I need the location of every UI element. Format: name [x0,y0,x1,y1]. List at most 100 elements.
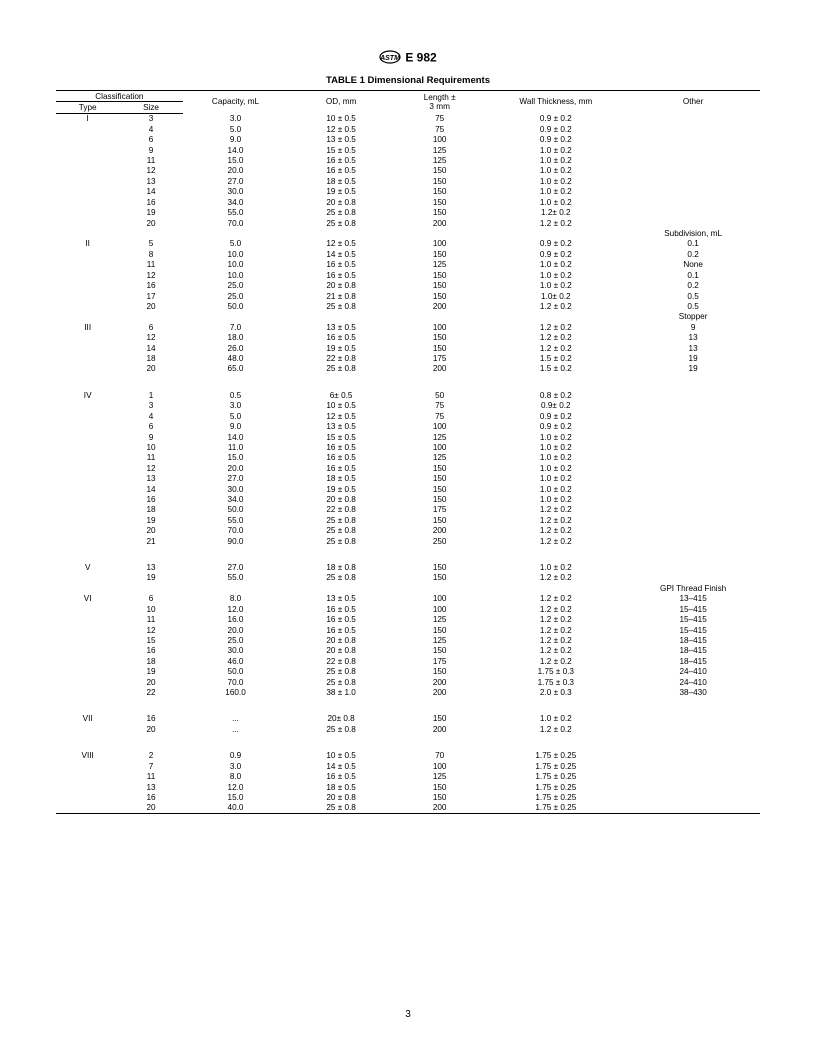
cell-type [56,442,119,452]
cell-other [626,772,760,782]
cell-length: 150 [394,782,486,792]
cell-wall: 1.0 ± 0.2 [485,474,626,484]
cell-length: 150 [394,484,486,494]
table-row: 73.014 ± 0.51001.75 ± 0.25 [56,761,760,771]
astm-logo: ASTM [379,50,401,67]
cell-other [626,563,760,573]
table-row: 1220.016 ± 0.51501.0 ± 0.2 [56,166,760,176]
cell-length: 150 [394,573,486,583]
table-row: 1218.016 ± 0.51501.2 ± 0.213 [56,333,760,343]
group-spacer [56,374,760,390]
cell-od: 22 ± 0.8 [288,656,394,666]
cell-type [56,792,119,802]
cell-capacity: 0.5 [183,390,289,400]
cell-capacity: 15.0 [183,453,289,463]
cell-type [56,333,119,343]
cell-length: 150 [394,333,486,343]
cell-wall: 1.2 ± 0.2 [485,656,626,666]
table-row: 1625.020 ± 0.81501.0 ± 0.20.2 [56,281,760,291]
cell-wall: 1.0 ± 0.2 [485,281,626,291]
cell-other [626,536,760,546]
cell-length: 200 [394,724,486,734]
cell-other: 0.2 [626,281,760,291]
cell-wall: 0.9 ± 0.2 [485,239,626,249]
cell-length: 150 [394,343,486,353]
cell-other: 13–415 [626,594,760,604]
cell-type [56,453,119,463]
table-row: 1110.016 ± 0.51251.0 ± 0.2None [56,260,760,270]
table-row: 1850.022 ± 0.81751.2 ± 0.2 [56,505,760,515]
cell-capacity: 14.0 [183,145,289,155]
cell-length: 70 [394,751,486,761]
cell-length: 200 [394,688,486,698]
table-row: 1220.016 ± 0.51501.0 ± 0.2 [56,463,760,473]
cell-size: 10 [119,442,182,452]
cell-other [626,218,760,228]
cell-size: 3 [119,113,182,124]
cell-capacity: 27.0 [183,563,289,573]
cell-size: 7 [119,761,182,771]
cell-od: 20 ± 0.8 [288,281,394,291]
cell-length: 100 [394,239,486,249]
section-subhead-row: Subdivision, mL [56,228,760,238]
cell-od: 22 ± 0.8 [288,354,394,364]
table-row: VI68.013 ± 0.51001.2 ± 0.213–415 [56,594,760,604]
cell-od: 16 ± 0.5 [288,260,394,270]
cell-length: 250 [394,536,486,546]
cell-length: 150 [394,625,486,635]
cell-wall: 0.9 ± 0.2 [485,422,626,432]
cell-other: 19 [626,354,760,364]
cell-other: 15–415 [626,615,760,625]
cell-size: 17 [119,291,182,301]
cell-capacity: 12.0 [183,604,289,614]
cell-wall: 1.5 ± 0.2 [485,354,626,364]
cell-size: 12 [119,463,182,473]
cell-wall: 1.75 ± 0.25 [485,803,626,814]
cell-length: 75 [394,401,486,411]
cell-od: 13 ± 0.5 [288,422,394,432]
cell-type [56,573,119,583]
cell-type [56,422,119,432]
cell-length: 150 [394,792,486,802]
cell-size: 16 [119,792,182,802]
cell-type: VI [56,594,119,604]
cell-capacity: 3.0 [183,113,289,124]
cell-type [56,625,119,635]
cell-wall: 1.2 ± 0.2 [485,604,626,614]
cell-size: 20 [119,218,182,228]
cell-od: 15 ± 0.5 [288,145,394,155]
cell-od: 16 ± 0.5 [288,604,394,614]
cell-other [626,422,760,432]
cell-type [56,145,119,155]
table-row: 1220.016 ± 0.51501.2 ± 0.215–415 [56,625,760,635]
cell-capacity: 25.0 [183,291,289,301]
table-row: 1430.019 ± 0.51501.0 ± 0.2 [56,187,760,197]
cell-other [626,463,760,473]
cell-od: 18 ± 0.5 [288,474,394,484]
cell-type [56,526,119,536]
cell-capacity: 34.0 [183,197,289,207]
table-row: 1116.016 ± 0.51251.2 ± 0.215–415 [56,615,760,625]
cell-capacity: 5.0 [183,124,289,134]
col-wall: Wall Thickness, mm [485,91,626,114]
table-row: 2040.025 ± 0.82001.75 ± 0.25 [56,803,760,814]
cell-capacity: 30.0 [183,187,289,197]
cell-length: 75 [394,124,486,134]
table-row: V1327.018 ± 0.81501.0 ± 0.2 [56,563,760,573]
cell-other: 19 [626,364,760,374]
cell-od: 19 ± 0.5 [288,343,394,353]
cell-wall: 1.0 ± 0.2 [485,484,626,494]
cell-wall: 1.0 ± 0.2 [485,714,626,724]
table-row: 1950.025 ± 0.81501.75 ± 0.324–410 [56,667,760,677]
cell-od: 25 ± 0.8 [288,677,394,687]
cell-size: 8 [119,249,182,259]
section-subhead-row: GPI Thread Finish [56,583,760,593]
cell-wall: 0.9 ± 0.2 [485,135,626,145]
cell-capacity: 30.0 [183,646,289,656]
cell-wall: 1.2 ± 0.2 [485,594,626,604]
cell-capacity: 34.0 [183,495,289,505]
cell-wall: 1.2 ± 0.2 [485,505,626,515]
cell-wall: 1.2 ± 0.2 [485,646,626,656]
table-row: 1312.018 ± 0.51501.75 ± 0.25 [56,782,760,792]
cell-length: 200 [394,364,486,374]
